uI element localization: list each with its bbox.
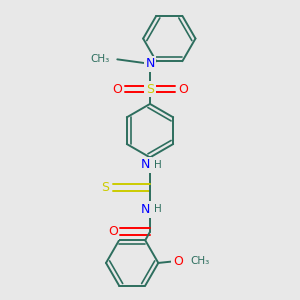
Text: O: O xyxy=(112,82,122,96)
Text: CH₃: CH₃ xyxy=(190,256,210,266)
Text: O: O xyxy=(173,255,183,268)
Text: O: O xyxy=(108,225,118,238)
Text: H: H xyxy=(154,160,162,170)
Text: N: N xyxy=(141,203,150,216)
Text: H: H xyxy=(154,204,162,214)
Text: S: S xyxy=(146,82,154,96)
Text: N: N xyxy=(141,158,150,171)
Text: N: N xyxy=(145,57,155,70)
Text: CH₃: CH₃ xyxy=(91,54,110,64)
Text: O: O xyxy=(178,82,188,96)
Text: S: S xyxy=(101,181,110,194)
